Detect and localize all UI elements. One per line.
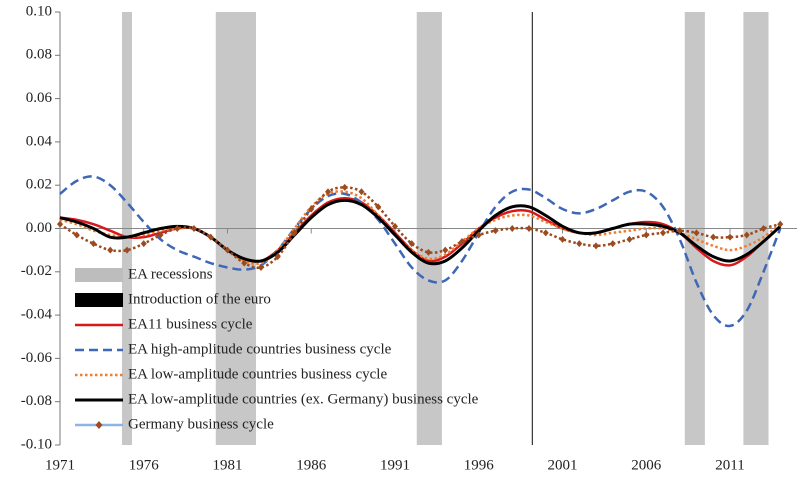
legend-label: EA high-amplitude countries business cyc… xyxy=(128,341,392,357)
diamond-marker xyxy=(526,225,532,232)
x-tick-label: 1996 xyxy=(464,457,495,473)
diamond-marker xyxy=(207,233,214,241)
y-tick-label: -0.06 xyxy=(21,350,53,366)
x-tick-label: 1971 xyxy=(45,457,75,473)
diamond-marker xyxy=(341,183,348,191)
x-tick-label: 1976 xyxy=(129,457,160,473)
y-tick-label: -0.08 xyxy=(21,393,52,409)
diamond-marker xyxy=(274,253,281,261)
y-tick-label: -0.04 xyxy=(21,307,53,323)
diamond-marker xyxy=(509,225,516,232)
y-tick-label: -0.02 xyxy=(21,263,52,279)
diamond-marker xyxy=(459,237,465,245)
diamond-marker xyxy=(576,240,583,248)
diamond-marker xyxy=(392,222,398,230)
diamond-marker xyxy=(140,240,147,248)
diamond-marker xyxy=(475,231,482,239)
diamond-marker xyxy=(325,188,331,196)
diamond-marker xyxy=(291,229,298,237)
diamond-marker xyxy=(241,259,248,267)
x-tick-label: 2006 xyxy=(631,457,662,473)
legend-swatch xyxy=(75,268,123,282)
x-tick-label: 2001 xyxy=(548,457,578,473)
diamond-marker xyxy=(643,231,650,239)
y-tick-label: 0.04 xyxy=(26,133,53,149)
y-tick-label: 0.10 xyxy=(26,3,52,19)
diamond-marker xyxy=(73,231,80,239)
diamond-marker xyxy=(358,188,365,196)
diamond-marker xyxy=(90,240,97,248)
legend-swatch xyxy=(75,293,123,307)
y-tick-label: 0.02 xyxy=(26,177,52,193)
diamond-marker xyxy=(157,231,164,239)
diamond-marker xyxy=(593,242,599,250)
diamond-marker xyxy=(408,240,415,248)
diamond-marker xyxy=(626,235,633,243)
diamond-marker xyxy=(777,220,784,228)
diamond-marker xyxy=(760,225,767,232)
x-tick-label: 1986 xyxy=(296,457,327,473)
diamond-marker xyxy=(57,220,63,228)
x-tick-label: 1981 xyxy=(213,457,243,473)
x-tick-label: 1991 xyxy=(380,457,410,473)
diamond-marker xyxy=(743,231,750,239)
diamond-marker xyxy=(308,205,315,213)
diamond-marker xyxy=(375,203,382,211)
diamond-marker xyxy=(425,248,432,256)
diamond-marker xyxy=(727,233,733,241)
legend-label: EA11 business cycle xyxy=(128,316,253,332)
diamond-marker xyxy=(492,227,499,235)
legend-label: EA low-amplitude countries (ex. Germany)… xyxy=(128,391,479,407)
y-tick-label: -0.10 xyxy=(21,436,52,452)
diamond-marker xyxy=(710,233,717,241)
diamond-marker xyxy=(542,229,549,237)
diamond-marker xyxy=(124,246,130,254)
legend-label: Introduction of the euro xyxy=(128,291,271,307)
legend-label: EA low-amplitude countries business cycl… xyxy=(128,366,387,382)
diamond-marker xyxy=(676,227,683,235)
series-line xyxy=(59,175,782,328)
diamond-marker xyxy=(693,229,700,237)
diamond-marker xyxy=(559,235,566,243)
y-tick-label: 0.00 xyxy=(26,220,52,236)
diamond-marker xyxy=(191,225,197,232)
x-tick-label: 2011 xyxy=(715,457,744,473)
diamond-marker xyxy=(224,246,231,254)
diamond-marker xyxy=(107,246,114,254)
y-tick-label: 0.06 xyxy=(26,90,53,106)
diamond-marker xyxy=(442,246,449,254)
legend-label: Germany business cycle xyxy=(128,416,274,432)
legend-marker xyxy=(95,421,103,429)
series-line xyxy=(59,198,782,266)
diamond-marker xyxy=(174,225,181,232)
diamond-marker xyxy=(258,263,264,271)
diamond-marker xyxy=(660,229,666,237)
y-tick-label: 0.08 xyxy=(26,47,52,63)
diamond-marker xyxy=(609,240,616,248)
legend-label: EA recessions xyxy=(128,266,213,282)
